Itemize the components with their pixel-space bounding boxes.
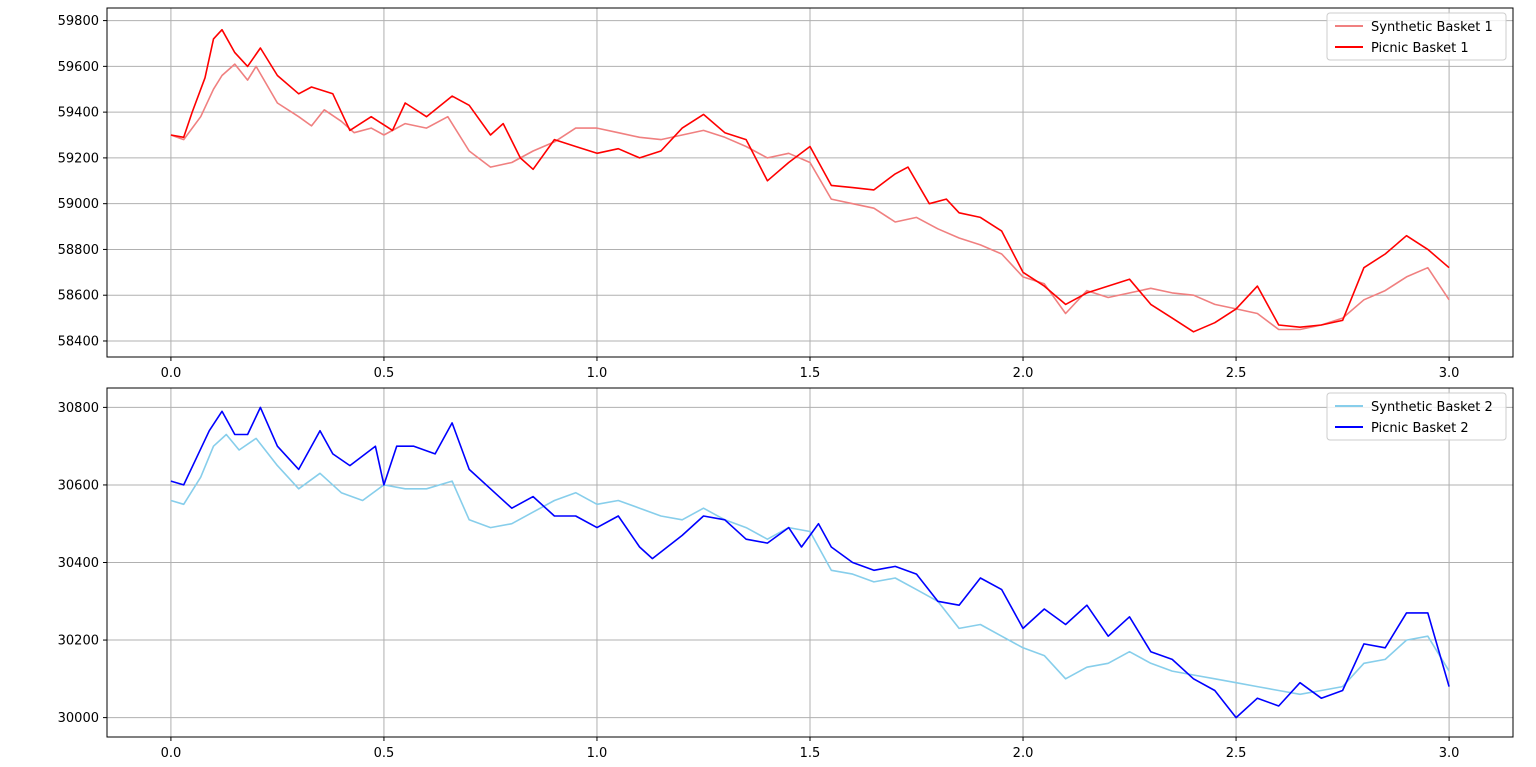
x-tick-label: 1.5 — [800, 746, 821, 761]
y-tick-label: 58400 — [58, 334, 99, 349]
x-tick-label: 3.0 — [1439, 366, 1460, 381]
subplot-2: 0.0 0.5 1.0 1.5 2.0 2.5 3.0 30000 30200 30400 3060… — [58, 387, 1514, 761]
x-tick-label: 1.0 — [587, 746, 608, 761]
y-tick-label: 30800 — [58, 401, 99, 416]
y-tick-label: 58800 — [58, 243, 99, 258]
y-tick-label: 59400 — [58, 106, 99, 121]
y-tick-label: 30200 — [58, 634, 99, 649]
series-line-synthetic-basket-1 — [170, 63, 1450, 331]
y-tick-label: 30400 — [58, 556, 99, 571]
legend: Synthetic Basket 1 Picnic Basket 1 — [1326, 12, 1507, 61]
x-tick-label: 1.0 — [587, 366, 608, 381]
x-tick-label: 0.5 — [374, 366, 395, 381]
x-tick-label: 2.5 — [1226, 746, 1247, 761]
series-line-picnic-basket-2 — [170, 406, 1450, 719]
y-tick-label: 30000 — [58, 711, 99, 726]
x-tick-label: 0.5 — [374, 746, 395, 761]
legend-label: Synthetic Basket 2 — [1371, 400, 1493, 415]
legend-box — [1326, 12, 1507, 61]
legend-label: Picnic Basket 1 — [1371, 41, 1469, 56]
legend-label: Picnic Basket 2 — [1371, 421, 1469, 436]
x-tick-label: 2.5 — [1226, 366, 1247, 381]
legend-box — [1326, 392, 1507, 441]
legend: Synthetic Basket 2 Picnic Basket 2 — [1326, 392, 1507, 441]
x-tick-label: 0.0 — [161, 746, 182, 761]
x-tick-label: 1.5 — [800, 366, 821, 381]
x-tick-label: 2.0 — [1013, 746, 1034, 761]
y-tick-label: 30600 — [58, 478, 99, 493]
y-tick-label: 59600 — [58, 60, 99, 75]
y-tick-label: 59000 — [58, 197, 99, 212]
x-tick-label: 0.0 — [161, 366, 182, 381]
legend-label: Synthetic Basket 1 — [1371, 20, 1493, 35]
y-tick-label: 58600 — [58, 289, 99, 304]
y-tick-label: 59800 — [58, 14, 99, 29]
series-line-picnic-basket-1 — [170, 28, 1450, 333]
subplot-1: 0.0 0.5 1.0 1.5 2.0 2.5 3.0 58400 58600 58800 5900… — [58, 7, 1514, 381]
y-tick-label: 59200 — [58, 151, 99, 166]
x-tick-label: 3.0 — [1439, 746, 1460, 761]
x-tick-label: 2.0 — [1013, 366, 1034, 381]
